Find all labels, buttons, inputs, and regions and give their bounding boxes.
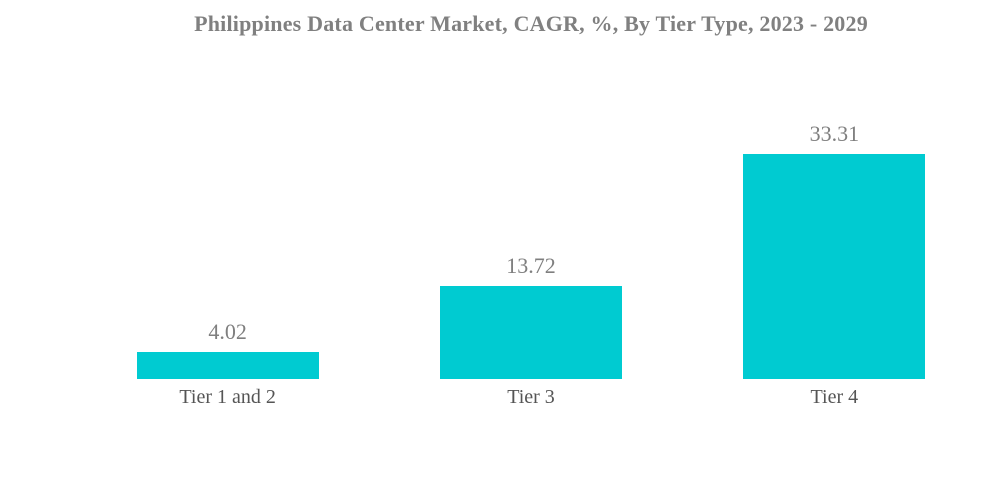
value-label-tier-3: 13.72 — [506, 253, 556, 278]
bar-group-tier-4: 33.31 Tier 4 — [683, 110, 986, 409]
category-label-tier-1-and-2: Tier 1 and 2 — [179, 386, 276, 408]
bar-tier-3 — [440, 286, 622, 379]
bar-group-tier-3: 13.72 Tier 3 — [379, 110, 682, 409]
bar-group-tier-1-and-2: 4.02 Tier 1 and 2 — [76, 110, 379, 409]
bar-tier-4 — [743, 154, 926, 379]
value-label-tier-1-and-2: 4.02 — [208, 319, 247, 344]
category-label-tier-3: Tier 3 — [507, 386, 555, 408]
bar-tier-1-and-2 — [136, 352, 319, 379]
value-label-tier-4: 33.31 — [809, 121, 860, 146]
category-label-tier-4: Tier 4 — [810, 386, 859, 408]
chart-title: Philippines Data Center Market, CAGR, %,… — [194, 11, 868, 36]
plot-area: 4.02 Tier 1 and 2 13.72 Tier 3 33.31 Tie… — [76, 110, 986, 409]
